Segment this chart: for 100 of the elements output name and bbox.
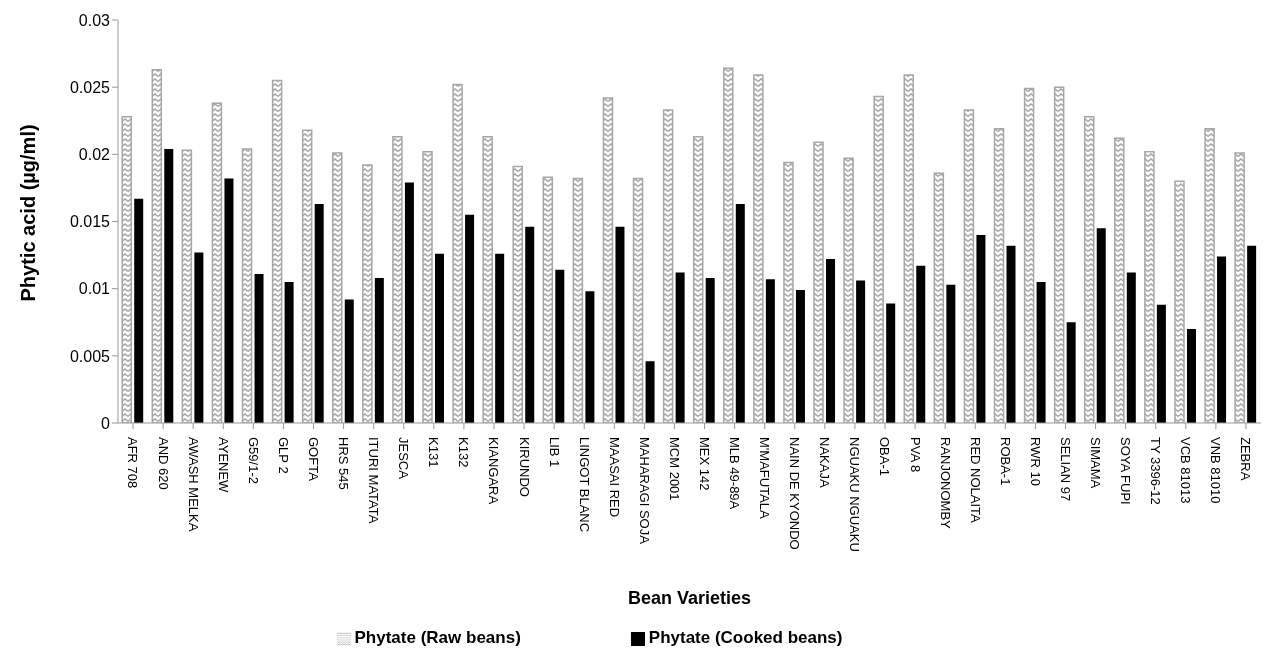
bar (332, 152, 343, 423)
y-tick-label: 0.015 (69, 213, 111, 231)
bar (873, 95, 884, 423)
y-tick-label: 0.02 (78, 146, 111, 164)
bar (886, 303, 896, 423)
x-tick-label: G59/1-2 (245, 437, 261, 484)
bar (435, 253, 444, 423)
x-tick-label: RWR 10 (1027, 437, 1043, 486)
bar (181, 149, 193, 423)
bar (813, 141, 824, 423)
bar (465, 214, 475, 423)
x-tick-label: SIMAMA (1088, 437, 1104, 489)
bar (224, 178, 234, 423)
bar (675, 272, 685, 423)
x-tick-label: HRS 545 (336, 437, 352, 490)
x-tick-label: TY 3396-12 (1148, 437, 1164, 505)
bar (1126, 272, 1136, 423)
bar (542, 176, 554, 423)
bar (1066, 322, 1076, 423)
y-tick-label: 0.005 (69, 347, 111, 365)
bar (585, 291, 595, 423)
bar (615, 226, 625, 423)
bar (344, 299, 354, 423)
bar (374, 277, 384, 423)
x-tick-label: NAIN DE KYONDO (787, 437, 803, 550)
bar (1036, 281, 1046, 423)
bar (482, 136, 493, 423)
bar (826, 259, 836, 423)
x-tick-label: OBA-1 (877, 437, 893, 477)
x-axis-title: Bean Varieties (627, 588, 752, 608)
x-tick-label: GOFTA (305, 437, 321, 482)
bar (555, 269, 565, 423)
x-tick-label: VCB 81013 (1178, 437, 1194, 504)
bar (121, 115, 132, 423)
x-tick-label: K131 (426, 437, 442, 468)
bar (301, 129, 313, 423)
bar (572, 177, 584, 423)
x-tick-label: NAKAJA (817, 437, 833, 488)
bar (525, 226, 535, 423)
bar (1217, 256, 1227, 423)
bar (1096, 228, 1106, 423)
x-tick-label: ZEBRA (1238, 437, 1254, 481)
bar (495, 253, 505, 423)
bar (602, 97, 614, 423)
bar (362, 164, 373, 423)
x-tick-label: GLP 2 (275, 437, 291, 474)
x-tick-label: JESCA (396, 437, 412, 480)
bar (422, 150, 433, 423)
y-axis-title: Phytic acid (µg/ml) (17, 124, 40, 302)
x-tick-label: M'MAFUTALA (757, 437, 773, 520)
x-tick-label: VNB 81010 (1208, 437, 1224, 504)
bar (1234, 152, 1245, 423)
bar (903, 74, 915, 423)
bar (632, 177, 644, 423)
x-tick-label: SELIAN 97 (1057, 437, 1073, 502)
x-tick-label: K132 (456, 437, 472, 468)
x-tick-label: RED NOLAITA (967, 437, 983, 524)
y-tick-label: 0.025 (69, 78, 111, 96)
bar (164, 148, 174, 423)
bar (392, 136, 403, 423)
bar (735, 204, 745, 423)
bar (512, 165, 523, 423)
x-tick-label: MCM 2001 (666, 437, 682, 501)
bar (1204, 128, 1215, 423)
x-tick-label: MEX 142 (696, 437, 712, 491)
x-tick-label: ROBA-1 (997, 437, 1013, 486)
x-tick-label: AND 620 (155, 437, 171, 490)
bar (963, 109, 975, 423)
bar (211, 102, 223, 423)
bar (946, 284, 956, 423)
x-tick-label: ITURI MATATA (366, 437, 382, 524)
bar (1186, 328, 1196, 423)
y-tick-label: 0.01 (78, 280, 111, 298)
bar (1023, 87, 1035, 423)
x-tick-label: LIB 1 (546, 437, 562, 468)
bar (254, 273, 264, 423)
bar (452, 83, 463, 423)
bar (662, 109, 674, 423)
x-tick-label: LINGOT BLANC (576, 437, 592, 533)
bar (314, 204, 324, 423)
bar (1006, 245, 1016, 423)
x-tick-label: AYENEW (215, 437, 231, 494)
x-tick-label: MAASAI RED (606, 437, 622, 518)
x-tick-label: RANJONOMBY (937, 437, 953, 530)
bar (1053, 86, 1065, 423)
bar (194, 252, 204, 423)
bar (1083, 115, 1095, 423)
bar (1156, 304, 1166, 423)
legend-label: Phytate (Cooked beans) (648, 628, 843, 647)
x-tick-label: AFR 708 (125, 437, 141, 489)
bar (705, 277, 715, 423)
x-tick-label: NGUAKU NGUAKU (847, 437, 863, 552)
bar (1144, 150, 1155, 423)
bar (151, 68, 163, 423)
bar (765, 279, 775, 423)
bar (723, 67, 734, 423)
bar (134, 198, 144, 423)
bar (916, 265, 926, 423)
bar (645, 361, 655, 423)
bar (692, 136, 704, 423)
